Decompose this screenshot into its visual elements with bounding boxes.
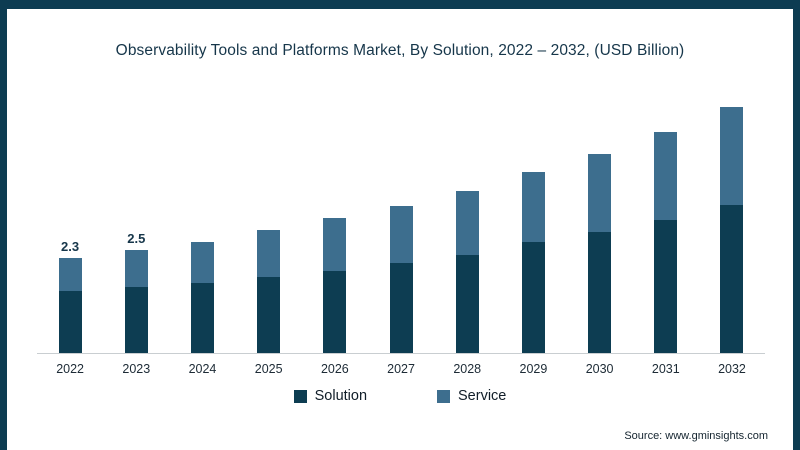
bar-segment-service <box>190 242 214 283</box>
chart-title: Observability Tools and Platforms Market… <box>115 42 685 59</box>
plot-area: 2.3 2.5 <box>37 86 765 354</box>
bar-segment-solution <box>124 287 148 353</box>
bar-segment-service <box>58 258 82 291</box>
bar-value-label: 2.5 <box>127 231 146 246</box>
legend-label-solution: Solution <box>314 388 368 404</box>
x-axis-label: 2024 <box>188 362 217 376</box>
x-axis-label: 2029 <box>519 362 548 376</box>
source-attribution: Source: www.gminsights.com <box>624 430 768 442</box>
chart: 2.3 2.5 2022 2023 2024 2025 2026 2027 2028 2029 2… <box>37 86 765 376</box>
legend-swatch-solution <box>293 389 307 403</box>
bar-column: 2.3 <box>37 86 103 353</box>
stacked-bar <box>521 172 545 353</box>
bar-column <box>368 86 434 353</box>
bar-segment-solution <box>58 291 82 353</box>
stacked-bar <box>124 250 148 353</box>
bar-segment-solution <box>654 220 678 353</box>
stacked-bar <box>190 242 214 353</box>
stacked-bar <box>389 206 413 353</box>
bar-segment-service <box>654 132 678 220</box>
legend-label-service: Service <box>458 388 507 404</box>
stacked-bar <box>455 191 479 353</box>
bar-segment-service <box>323 218 347 271</box>
bar-segment-solution <box>455 255 479 353</box>
x-axis-label: 2025 <box>254 362 283 376</box>
bar-segment-solution <box>521 242 545 353</box>
legend: Solution Service <box>7 388 793 404</box>
bar-column <box>633 86 699 353</box>
bar-segment-service <box>455 191 479 255</box>
bar-segment-solution <box>389 263 413 353</box>
stacked-bar <box>58 258 82 353</box>
stacked-bar <box>654 132 678 353</box>
bar-column <box>169 86 235 353</box>
bar-segment-solution <box>720 205 744 353</box>
x-axis-label: 2027 <box>387 362 415 376</box>
x-axis-label: 2022 <box>56 362 84 376</box>
bar-column <box>236 86 302 353</box>
bar-segment-solution <box>323 271 347 353</box>
stacked-bar <box>323 218 347 353</box>
legend-item-solution: Solution <box>293 388 368 404</box>
x-axis-label: 2030 <box>585 362 614 376</box>
stacked-bar <box>588 154 612 353</box>
stacked-bar <box>720 107 744 353</box>
bar-segment-service <box>720 107 744 205</box>
bar-value-label: 2.3 <box>61 239 80 254</box>
bar-column: 2.5 <box>103 86 169 353</box>
bar-segment-service <box>389 206 413 263</box>
bar-segment-solution <box>588 232 612 353</box>
x-axis-label: 2032 <box>718 362 746 376</box>
x-axis-label: 2031 <box>651 362 680 376</box>
bar-segment-service <box>124 250 148 287</box>
x-axis-label: 2026 <box>320 362 349 376</box>
bar-column <box>699 86 765 353</box>
stacked-bar <box>257 230 281 353</box>
x-axis: 2022 2023 2024 2025 2026 2027 2028 2029 2030 2031… <box>37 354 765 376</box>
bar-segment-solution <box>190 283 214 353</box>
legend-swatch-service <box>437 389 451 403</box>
bar-column <box>302 86 368 353</box>
x-axis-label: 2023 <box>122 362 151 376</box>
bar-segment-solution <box>257 277 281 353</box>
legend-item-service: Service <box>437 388 506 404</box>
x-axis-label: 2028 <box>453 362 482 376</box>
bar-segment-service <box>588 154 612 232</box>
bar-segment-service <box>257 230 281 277</box>
bar-column <box>567 86 633 353</box>
bar-column <box>500 86 566 353</box>
bar-segment-service <box>521 172 545 242</box>
bar-column <box>434 86 500 353</box>
